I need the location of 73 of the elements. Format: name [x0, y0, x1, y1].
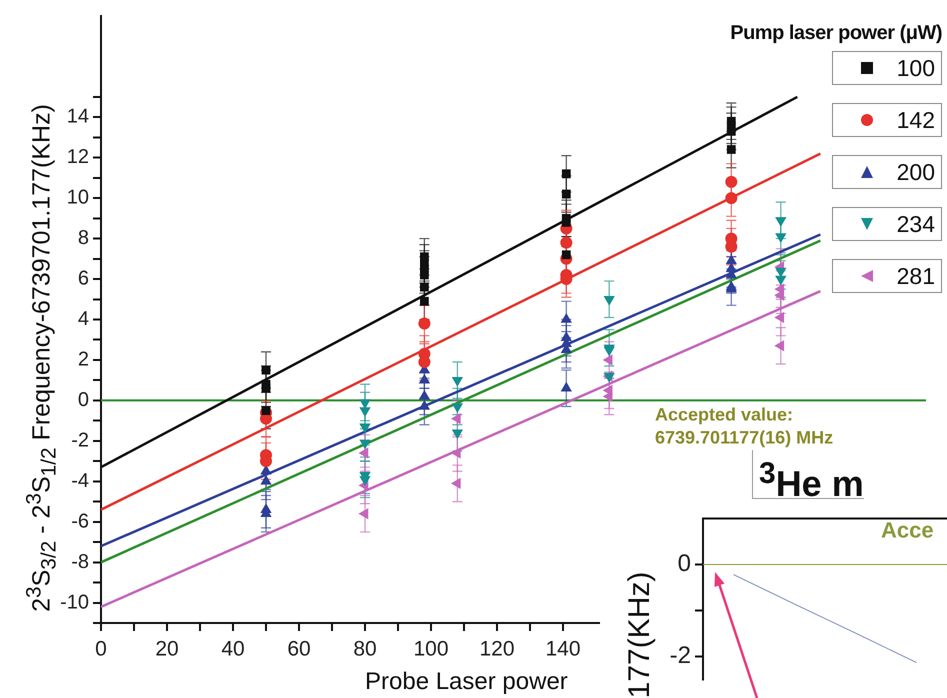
- point: [776, 268, 786, 277]
- y-tick-label: -8: [71, 550, 89, 573]
- y-tick-label: 8: [78, 227, 89, 250]
- point: [360, 476, 370, 486]
- legend-label: 100: [896, 55, 935, 82]
- point: [725, 192, 738, 204]
- point: [359, 448, 368, 458]
- point: [262, 366, 270, 374]
- point: [726, 145, 736, 154]
- legend-label: 234: [896, 211, 935, 238]
- point: [776, 217, 786, 226]
- point: [262, 406, 270, 415]
- point: [452, 403, 463, 413]
- x-tick-label: 80: [353, 637, 377, 660]
- point: [776, 276, 786, 286]
- point: [560, 236, 572, 249]
- y-tick-label: 2: [78, 348, 89, 370]
- point: [603, 391, 612, 402]
- y-tick-label: 14: [66, 106, 89, 128]
- point: [774, 340, 784, 352]
- point: [360, 440, 370, 449]
- point: [604, 296, 614, 306]
- y-tick-label: -2: [670, 642, 691, 670]
- x-tick-label: 40: [221, 637, 245, 660]
- point: [562, 218, 571, 227]
- point: [420, 296, 429, 306]
- y-tick-label: -4: [71, 470, 89, 492]
- x-tick-label: 60: [287, 637, 311, 660]
- point: [420, 270, 429, 280]
- y-tick-label: 12: [66, 146, 89, 168]
- point: [774, 290, 784, 300]
- point: [603, 354, 612, 366]
- point: [452, 430, 463, 439]
- point: [562, 250, 571, 260]
- point: [725, 176, 738, 188]
- legend-title: Pump laser power (μW): [730, 22, 942, 45]
- point: [360, 423, 370, 433]
- legend-label: 142: [896, 107, 935, 134]
- point: [360, 407, 370, 417]
- point: [451, 448, 461, 458]
- y-axis-title: 177(KHz): [623, 572, 657, 698]
- point: [360, 399, 370, 408]
- point: [774, 312, 784, 323]
- x-tick-label: 100: [413, 637, 449, 660]
- x-tick-label: 140: [545, 637, 581, 660]
- point: [562, 169, 571, 178]
- ref-line-label: Acce: [881, 518, 934, 543]
- point: [451, 478, 461, 489]
- legend-label: 281: [896, 263, 935, 290]
- y-tick-label: 6: [78, 268, 89, 290]
- x-axis-title: Probe Laser power: [365, 668, 568, 696]
- y-tick-label: 4: [78, 308, 89, 330]
- chart-title: $^{3}$He m: [758, 456, 864, 504]
- y-tick-label: -2: [71, 429, 89, 452]
- y-tick-label: 0: [78, 388, 89, 411]
- x-tick-label: 20: [155, 637, 179, 660]
- point: [420, 282, 429, 292]
- point: [451, 413, 461, 424]
- point: [262, 384, 270, 393]
- point: [452, 376, 463, 386]
- point: [359, 508, 368, 520]
- y-tick-label: -10: [60, 591, 89, 614]
- legend-label: 200: [896, 159, 935, 186]
- point: [418, 318, 430, 330]
- point: [562, 190, 571, 198]
- point: [726, 126, 736, 136]
- point: [726, 254, 737, 264]
- y-tick-label: -6: [71, 510, 89, 532]
- x-tick-label: 120: [479, 637, 515, 660]
- x-tick-label: 0: [95, 637, 107, 660]
- point: [561, 314, 572, 323]
- y-tick-label: 10: [66, 186, 89, 209]
- annotation: Accepted value: 6739.701177(16) MHz: [655, 404, 834, 448]
